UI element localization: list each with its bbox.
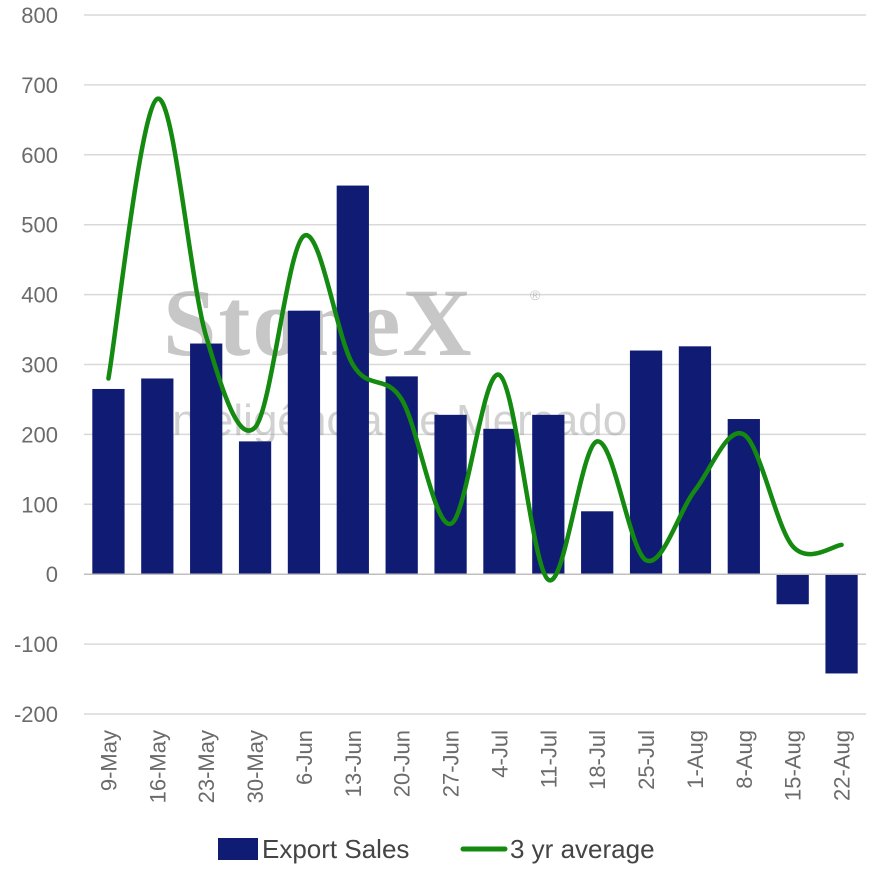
x-tick-label: 1-Aug [683,730,708,789]
y-tick-label: 800 [21,3,58,28]
y-tick-label: 600 [21,143,58,168]
bar-export-sales [825,574,858,674]
bar-export-sales [336,185,369,575]
watermark-registered-mark: ® [530,287,541,303]
x-tick-label: 11-Jul [536,730,561,788]
x-tick-label: 4-Jul [487,730,512,778]
legend-label-export-sales: Export Sales [262,834,409,864]
bar-export-sales [678,346,712,575]
y-tick-label: 100 [21,492,58,517]
y-tick-label: 700 [21,73,58,98]
bar-export-sales [238,441,272,575]
bar-series-export-sales [92,185,858,674]
bar-export-sales [92,388,125,575]
x-tick-label: 23-May [194,730,219,803]
x-axis-tick-labels: 9-May 16-May 23-May 30-May 6-Jun 13-Jun 20-Jun… [96,730,854,803]
legend: Export Sales 3 yr average [218,834,655,864]
bar-export-sales [141,378,174,575]
x-tick-label: 6-Jun [292,730,317,785]
bar-export-sales [483,428,516,575]
x-tick-label: 16-May [145,730,170,803]
y-tick-label: -100 [14,632,58,657]
bar-export-sales [385,376,418,575]
bar-export-sales [581,511,614,575]
x-tick-label: 27-Jun [439,730,464,797]
y-tick-label: 0 [46,562,58,587]
x-tick-label: 13-Jun [341,730,366,797]
x-tick-label: 18-Jul [585,730,610,790]
x-tick-label: 30-May [243,730,268,803]
line-series-3yr-average [106,96,844,583]
x-tick-label: 9-May [96,730,121,791]
x-tick-label: 8-Aug [732,730,757,789]
bar-export-sales [287,310,321,575]
x-tick-label: 15-Aug [781,730,806,801]
y-tick-label: 500 [21,213,58,238]
legend-label-3yr-average: 3 yr average [510,834,655,864]
y-axis-tick-labels: -200 -100 0 100 200 300 400 500 600 700 800 [14,3,58,727]
y-tick-label: 200 [21,422,58,447]
legend-swatch-export-sales [218,838,258,860]
line-3yr-average [106,96,844,583]
x-tick-label: 20-Jun [390,730,415,797]
x-tick-label: 22-Aug [830,730,855,801]
bar-export-sales [727,419,760,575]
bar-export-sales [190,343,223,575]
y-tick-label: 300 [21,353,58,378]
y-tick-label: -200 [14,702,58,727]
bar-export-sales [776,574,809,605]
y-tick-label: 400 [21,283,58,308]
x-tick-label: 25-Jul [634,730,659,790]
